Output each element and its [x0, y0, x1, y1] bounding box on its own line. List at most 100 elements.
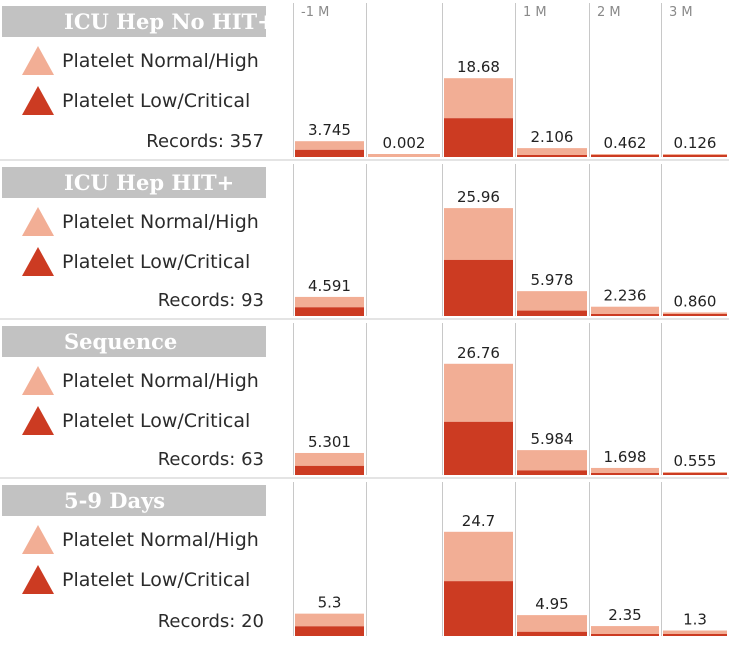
- bar-low-critical: [591, 155, 659, 157]
- panel-legend: 5-9 Days Platelet Normal/High Platelet Low…: [0, 479, 268, 639]
- triangle-light-icon-shape: [22, 207, 54, 236]
- panel-title: Sequence: [2, 326, 266, 357]
- triangle-light-icon-shape: [22, 366, 54, 395]
- x-tick-label: -1 M: [301, 5, 329, 20]
- triangle-dark-icon-shape: [22, 247, 54, 276]
- records-count: Records: 20: [157, 611, 264, 632]
- data-label: 0.462: [604, 134, 647, 152]
- bar-normal-high: [663, 312, 727, 314]
- triangle-dark-icon: [22, 86, 54, 115]
- legend-label: Platelet Normal/High: [62, 211, 259, 233]
- bar-normal-high: [591, 467, 659, 473]
- records-count: Records: 63: [157, 449, 264, 470]
- legend-label: Platelet Low/Critical: [62, 251, 251, 273]
- data-label: 2.35: [608, 606, 641, 624]
- bar-normal-high: [517, 291, 587, 311]
- bar-plot: 4.591 25.96 5.978 2.236 0.860: [293, 164, 727, 316]
- plot-area: 5.301 26.76 5.984 1.698 0.555: [293, 320, 729, 477]
- bar-normal-high: [295, 141, 364, 150]
- panel-3: 5-9 Days Platelet Normal/High Platelet Low…: [0, 479, 729, 639]
- plot-area: -1 M 1 M 2 M 3 M 3.745 0.002 18.68 2.106 0.462 0.…: [293, 0, 729, 159]
- data-label: 1.3: [683, 611, 707, 629]
- triangle-dark-icon: [22, 247, 54, 276]
- bar-low-critical: [295, 307, 364, 316]
- panel-1: ICU Hep HIT+ Platelet Normal/High Platelet…: [0, 161, 729, 318]
- legend-label: Platelet Low/Critical: [62, 569, 251, 591]
- legend-label: Platelet Normal/High: [62, 529, 259, 551]
- panel-legend: ICU Hep HIT+ Platelet Normal/High Platelet…: [0, 161, 268, 318]
- bar-normal-high: [295, 296, 364, 308]
- bar-low-critical: [591, 473, 659, 475]
- data-label: 0.860: [674, 292, 717, 310]
- data-label: 25.96: [457, 188, 500, 206]
- bar-plot: 5.301 26.76 5.984 1.698 0.555: [293, 323, 727, 475]
- bar-low-critical: [444, 421, 513, 475]
- records-count: Records: 93: [157, 290, 264, 311]
- bar-plot: -1 M 1 M 2 M 3 M 3.745 0.002 18.68 2.106 0.462 0.…: [293, 3, 727, 157]
- data-label: 3.745: [308, 121, 351, 139]
- bar-normal-high: [663, 154, 727, 155]
- bar-low-critical: [517, 155, 587, 157]
- bar-low-critical: [517, 470, 587, 475]
- panel-2: Sequence Platelet Normal/High Platelet Low…: [0, 320, 729, 477]
- bar-normal-high: [444, 363, 513, 422]
- bar-normal-high: [663, 630, 727, 634]
- x-tick-label: 3 M: [669, 5, 693, 20]
- panel-separator: [0, 318, 729, 320]
- data-label: 1.698: [604, 448, 647, 466]
- x-tick-label: 1 M: [523, 5, 547, 20]
- bar-normal-high: [517, 450, 587, 471]
- data-label: 0.126: [674, 134, 717, 152]
- triangle-dark-icon-shape: [22, 86, 54, 115]
- bar-normal-high: [663, 472, 727, 473]
- bar-low-critical: [444, 118, 513, 157]
- bar-normal-high: [295, 613, 364, 627]
- bar-low-critical: [663, 634, 727, 636]
- panel-title: ICU Hep No HIT+: [2, 6, 266, 37]
- bar-normal-high: [444, 208, 513, 260]
- plot-area: 5.3 24.7 4.95 2.35 1.3: [293, 479, 729, 639]
- data-label: 24.7: [462, 512, 495, 530]
- bar-low-critical: [517, 310, 587, 316]
- legend-label: Platelet Low/Critical: [62, 410, 251, 432]
- bar-low-critical: [663, 473, 727, 475]
- panel-title: ICU Hep HIT+: [2, 167, 266, 198]
- triangle-light-icon-shape: [22, 46, 54, 75]
- records-count: Records: 357: [146, 131, 264, 152]
- bar-low-critical: [591, 314, 659, 316]
- bar-low-critical: [444, 581, 513, 636]
- triangle-light-icon: [22, 46, 54, 75]
- panel-separator: [0, 477, 729, 479]
- panel-legend: ICU Hep No HIT+ Platelet Normal/High Plate…: [0, 0, 268, 159]
- bar-normal-high: [444, 78, 513, 119]
- triangle-dark-icon-shape: [22, 406, 54, 435]
- data-label: 5.3: [318, 594, 342, 612]
- bar-normal-high: [368, 154, 440, 157]
- data-label: 2.106: [531, 128, 574, 146]
- legend-label: Platelet Normal/High: [62, 370, 259, 392]
- bar-low-critical: [295, 465, 364, 475]
- triangle-light-icon-shape: [22, 525, 54, 554]
- data-label: 0.002: [383, 134, 426, 152]
- bar-low-critical: [517, 631, 587, 636]
- bar-normal-high: [591, 626, 659, 634]
- data-label: 18.68: [457, 58, 500, 76]
- bar-normal-high: [517, 148, 587, 155]
- triangle-light-icon: [22, 366, 54, 395]
- triangle-dark-icon: [22, 406, 54, 435]
- triangle-light-icon: [22, 207, 54, 236]
- data-label: 5.984: [531, 430, 574, 448]
- bar-low-critical: [444, 259, 513, 316]
- x-tick-label: 2 M: [597, 5, 621, 20]
- bar-normal-high: [295, 452, 364, 466]
- triangle-dark-icon: [22, 565, 54, 594]
- bar-low-critical: [663, 155, 727, 157]
- bar-low-critical: [295, 626, 364, 636]
- legend-label: Platelet Normal/High: [62, 50, 259, 72]
- panel-title: 5-9 Days: [2, 485, 266, 516]
- bar-normal-high: [517, 615, 587, 632]
- bar-low-critical: [295, 149, 364, 157]
- bar-normal-high: [591, 306, 659, 314]
- bar-low-critical: [591, 634, 659, 636]
- data-label: 2.236: [604, 287, 647, 305]
